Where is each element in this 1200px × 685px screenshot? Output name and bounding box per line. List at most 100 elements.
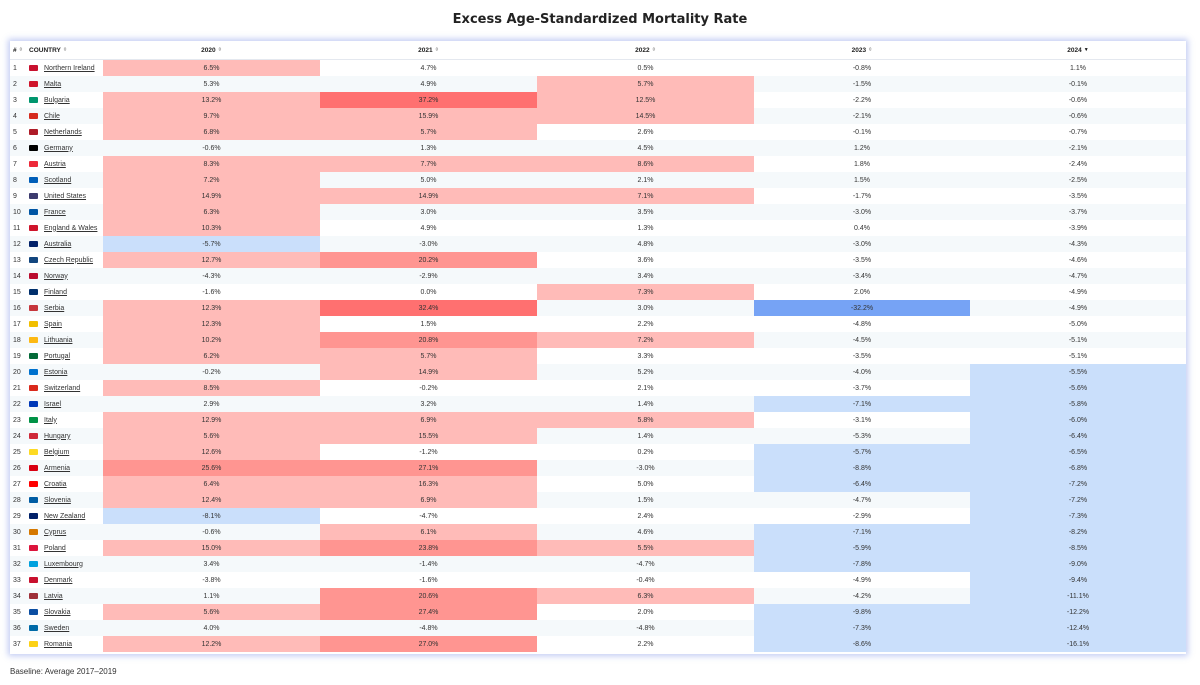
country-wrapper: France xyxy=(26,209,103,216)
rank-cell: 18 xyxy=(10,332,26,348)
country-link[interactable]: Poland xyxy=(44,544,66,552)
value-cell: -9.4% xyxy=(970,572,1186,588)
value-cell: 1.5% xyxy=(320,316,537,332)
country-link[interactable]: Austria xyxy=(44,160,66,168)
country-link[interactable]: Armenia xyxy=(44,464,71,472)
value-cell: 6.3% xyxy=(537,588,754,604)
table-row: 34 Latvia 1.1% 20.6% 6.3% -4.2% -11.1% xyxy=(10,588,1186,604)
country-wrapper: Sweden xyxy=(26,625,103,632)
country-link[interactable]: Cyprus xyxy=(44,528,67,536)
column-header-2022[interactable]: 2022 ⇳ xyxy=(537,41,754,60)
value-cell: -4.3% xyxy=(970,236,1186,252)
column-header-2023[interactable]: 2023 ⇳ xyxy=(754,41,970,60)
country-link[interactable]: Bulgaria xyxy=(44,96,70,104)
column-header-2021[interactable]: 2021 ⇳ xyxy=(320,41,537,60)
value-cell: -8.1% xyxy=(103,508,320,524)
country-link[interactable]: France xyxy=(44,208,66,216)
value-cell: -4.3% xyxy=(103,268,320,284)
country-link[interactable]: United States xyxy=(44,192,87,200)
rank-cell: 36 xyxy=(10,620,26,636)
value-cell: -12.2% xyxy=(970,604,1186,620)
rank-cell: 23 xyxy=(10,412,26,428)
table-row: 22 Israel 2.9% 3.2% 1.4% -7.1% -5.8% xyxy=(10,396,1186,412)
value-cell: -0.6% xyxy=(103,524,320,540)
value-cell: 6.3% xyxy=(103,204,320,220)
country-link[interactable]: Norway xyxy=(44,272,68,280)
table-row: 8 Scotland 7.2% 5.0% 2.1% 1.5% -2.5% xyxy=(10,172,1186,188)
country-link[interactable]: Slovenia xyxy=(44,496,71,504)
country-link[interactable]: Israel xyxy=(44,400,62,408)
country-cell: Slovakia xyxy=(26,604,103,620)
country-cell: Northern Ireland xyxy=(26,59,103,76)
value-cell: 5.0% xyxy=(320,172,537,188)
value-cell: 14.9% xyxy=(320,364,537,380)
country-wrapper: Luxembourg xyxy=(26,561,103,568)
value-cell: -4.7% xyxy=(754,492,970,508)
rank-cell: 31 xyxy=(10,540,26,556)
value-cell: -3.0% xyxy=(320,236,537,252)
country-link[interactable]: Malta xyxy=(44,80,62,88)
flag-icon xyxy=(29,129,38,135)
country-link[interactable]: Australia xyxy=(44,240,72,248)
country-link[interactable]: Romania xyxy=(44,640,73,648)
country-link[interactable]: Croatia xyxy=(44,480,67,488)
table-row: 18 Lithuania 10.2% 20.8% 7.2% -4.5% -5.1% xyxy=(10,332,1186,348)
country-link[interactable]: Spain xyxy=(44,320,62,328)
country-cell: Finland xyxy=(26,284,103,300)
country-cell: Denmark xyxy=(26,572,103,588)
country-link[interactable]: Switzerland xyxy=(44,384,81,392)
flag-icon xyxy=(29,225,38,231)
value-cell: -32.2% xyxy=(754,300,970,316)
country-link[interactable]: Portugal xyxy=(44,352,71,360)
column-header-country[interactable]: COUNTRY ⇳ xyxy=(26,41,103,60)
country-link[interactable]: Italy xyxy=(44,416,57,424)
country-wrapper: Finland xyxy=(26,289,103,296)
value-cell: 4.9% xyxy=(320,76,537,92)
country-link[interactable]: Sweden xyxy=(44,624,70,632)
table-row: 16 Serbia 12.3% 32.4% 3.0% -32.2% -4.9% xyxy=(10,300,1186,316)
value-cell: -3.4% xyxy=(754,268,970,284)
country-link[interactable]: England & Wales xyxy=(44,224,98,232)
flag-icon xyxy=(29,145,38,151)
country-cell: Spain xyxy=(26,316,103,332)
country-link[interactable]: Denmark xyxy=(44,576,73,584)
country-link[interactable]: Finland xyxy=(44,288,67,296)
value-cell: -6.4% xyxy=(970,428,1186,444)
value-cell: 10.2% xyxy=(103,332,320,348)
value-cell: -7.3% xyxy=(970,508,1186,524)
country-link[interactable]: Estonia xyxy=(44,368,68,376)
country-link[interactable]: Luxembourg xyxy=(44,560,83,568)
column-header-rank[interactable]: # ⇳ xyxy=(10,41,26,60)
country-wrapper: Czech Republic xyxy=(26,257,103,264)
table-row: 15 Finland -1.6% 0.0% 7.3% 2.0% -4.9% xyxy=(10,284,1186,300)
country-link[interactable]: Latvia xyxy=(44,592,63,600)
rank-cell: 16 xyxy=(10,300,26,316)
country-link[interactable]: Czech Republic xyxy=(44,256,94,264)
rank-cell: 3 xyxy=(10,92,26,108)
country-wrapper: Spain xyxy=(26,321,103,328)
country-link[interactable]: Serbia xyxy=(44,304,65,312)
country-cell: Belgium xyxy=(26,444,103,460)
country-link[interactable]: New Zealand xyxy=(44,512,86,520)
country-link[interactable]: Lithuania xyxy=(44,336,73,344)
value-cell: -8.5% xyxy=(970,540,1186,556)
value-cell: -2.5% xyxy=(970,172,1186,188)
table-row: 31 Poland 15.0% 23.8% 5.5% -5.9% -8.5% xyxy=(10,540,1186,556)
country-link[interactable]: Hungary xyxy=(44,432,71,440)
country-link[interactable]: Chile xyxy=(44,112,60,120)
value-cell: 14.9% xyxy=(320,188,537,204)
country-link[interactable]: Northern Ireland xyxy=(44,64,95,72)
country-link[interactable]: Germany xyxy=(44,144,73,152)
table-row: 7 Austria 8.3% 7.7% 8.6% 1.8% -2.4% xyxy=(10,156,1186,172)
value-cell: 1.2% xyxy=(754,140,970,156)
column-header-2020[interactable]: 2020 ⇳ xyxy=(103,41,320,60)
country-link[interactable]: Slovakia xyxy=(44,608,71,616)
country-link[interactable]: Netherlands xyxy=(44,128,82,136)
country-link[interactable]: Scotland xyxy=(44,176,72,184)
value-cell: 6.4% xyxy=(103,476,320,492)
column-header-2024[interactable]: 2024 ▼ xyxy=(970,41,1186,60)
value-cell: -2.1% xyxy=(754,108,970,124)
country-wrapper: Lithuania xyxy=(26,337,103,344)
flag-icon xyxy=(29,369,38,375)
country-link[interactable]: Belgium xyxy=(44,448,70,456)
